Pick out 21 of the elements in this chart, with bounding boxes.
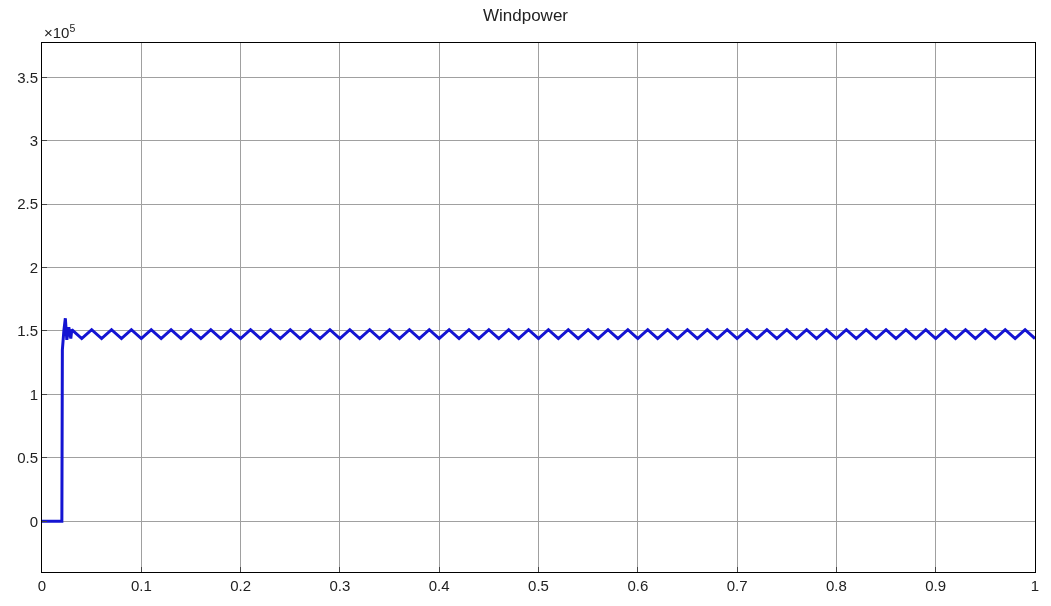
x-tick-label: 0.8 [825,577,847,594]
x-tick-label: 0.1 [130,577,152,594]
y-tick-label: 1 [29,385,38,403]
x-tick-label: 0.3 [329,577,351,594]
x-tick-label: 0.6 [627,577,649,594]
x-tick-label: 1 [1030,577,1040,594]
y-tick-label: 2 [29,258,38,276]
line-series [42,316,1035,523]
y-tick-label: 0 [29,512,38,530]
y-tick-label: 3.5 [17,68,38,86]
y-tick-label: 3 [29,131,38,149]
x-tick-label: 0.7 [726,577,748,594]
y-tick-label: 1.5 [17,322,38,340]
text: ×10$^{5}$ [44,22,76,42]
y-tick-label: 2.5 [17,195,38,213]
x-tick-label: 0.4 [428,577,450,594]
y-tick-label: 0.5 [17,449,38,467]
x-tick-label: 0.9 [925,577,947,594]
chart-title: Windpower [482,5,569,25]
x-tick-label: 0.2 [230,577,252,594]
x-tick-label: 0.5 [528,577,549,594]
